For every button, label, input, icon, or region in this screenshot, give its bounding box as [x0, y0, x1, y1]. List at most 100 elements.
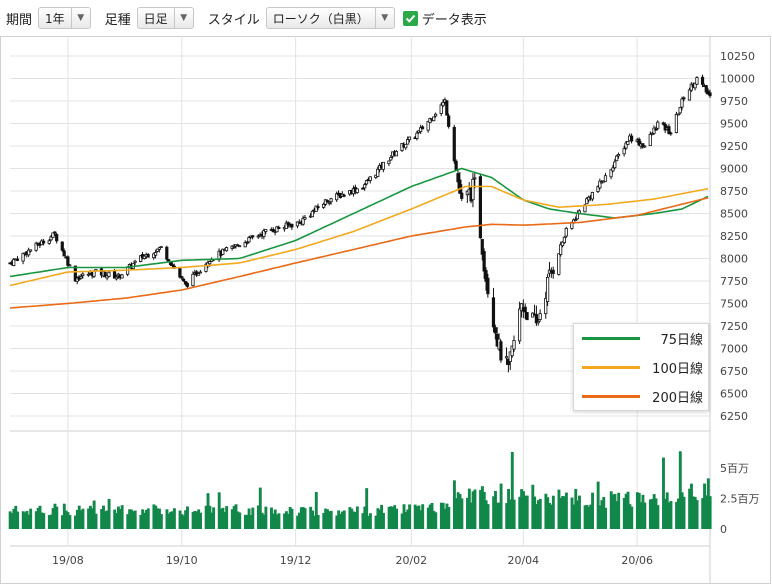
candle-body [153, 252, 158, 256]
volume-bar [691, 496, 695, 529]
volume-bar [221, 507, 225, 529]
candle-body [103, 272, 107, 278]
candle-body [12, 259, 16, 266]
price-chart: 10250 10000 9750 9500 9250 9000 8750 8500 8250 80… [0, 36, 771, 584]
volume-bar [258, 487, 262, 529]
volume-bar [630, 506, 634, 529]
candle-body [237, 245, 242, 248]
candle-body [415, 132, 419, 139]
candle-body [652, 127, 656, 134]
volume-bar [404, 512, 408, 529]
candle-body [21, 252, 25, 262]
volume-bar [27, 514, 31, 529]
volume-bar [312, 515, 316, 529]
candle-body [34, 242, 38, 251]
volume-bar [223, 512, 227, 529]
volume-tick-label: 2.5百万 [720, 493, 760, 506]
volume-bar [79, 510, 83, 529]
volume-bar [275, 514, 279, 529]
candle-body [420, 126, 425, 130]
volume-bar [47, 515, 51, 529]
candle-body [536, 321, 540, 324]
volume-bar [544, 493, 548, 529]
date-tick-label: 19/12 [280, 554, 312, 567]
volume-bar [626, 491, 630, 529]
candle-body [389, 157, 393, 161]
volume-bar [499, 483, 503, 529]
volume-bar [126, 514, 130, 529]
volume-bar [139, 514, 143, 529]
volume-bar [301, 507, 305, 529]
volume-bar [354, 511, 357, 529]
volume-bar [495, 502, 499, 529]
volume-bar [12, 508, 16, 529]
candle-body [243, 242, 247, 248]
volume-bar [460, 498, 464, 529]
candle-body [693, 82, 697, 89]
legend-swatch [582, 395, 640, 398]
candle-body [486, 277, 490, 295]
candle-body [613, 161, 617, 169]
candle-body [251, 235, 255, 238]
candle-body [335, 193, 339, 201]
candle-body [81, 273, 85, 276]
volume-bar [523, 495, 527, 529]
volume-bar [400, 513, 404, 529]
candle-body [303, 217, 307, 220]
volume-bar [578, 495, 581, 529]
candle-body [480, 239, 484, 255]
volume-bar [234, 504, 238, 529]
volume-bar [564, 492, 568, 529]
grid-lines [10, 36, 711, 584]
period-value: 1年 [45, 11, 65, 26]
volume-bar [167, 513, 171, 529]
candle-body [295, 221, 300, 227]
volume-bar [393, 505, 397, 529]
volume-bar [494, 491, 497, 529]
candle-body [314, 205, 318, 212]
candle-body [62, 250, 66, 257]
price-tick-label: 6750 [720, 365, 748, 378]
volume-bar [458, 494, 462, 529]
candle-body [682, 97, 686, 100]
volume-bar [525, 495, 529, 529]
volume-bar [622, 497, 626, 529]
candle-body [433, 113, 438, 117]
candle-body [600, 181, 604, 184]
volume-bar [467, 488, 471, 529]
chevron-down-icon: ▼ [70, 8, 90, 28]
volume-bar [615, 501, 619, 529]
candle-body [245, 241, 249, 244]
candle-body [256, 235, 260, 238]
bar-type-select[interactable]: 日足 ▼ [136, 7, 194, 29]
volume-bar [703, 483, 706, 529]
volume-bar [247, 508, 251, 529]
volume-bar [367, 515, 370, 529]
price-tick-label: 8750 [720, 185, 748, 198]
volume-bar [624, 493, 628, 529]
volume-bar [421, 504, 425, 529]
period-select[interactable]: 1年 ▼ [38, 7, 91, 29]
candle-body [452, 126, 456, 162]
volume-bar [628, 504, 632, 529]
volume-bar [609, 491, 613, 529]
volume-bar [365, 488, 369, 529]
price-tick-label: 6250 [720, 410, 748, 423]
volume-bar [68, 515, 72, 529]
volume-bar [154, 505, 158, 529]
volume-bar [193, 510, 197, 529]
style-select[interactable]: ローソク（白黒） ▼ [265, 7, 395, 29]
volume-bar [249, 514, 253, 529]
candle-body [491, 297, 496, 328]
candle-body [426, 120, 430, 131]
volume-bar [443, 508, 447, 529]
data-display-checkbox[interactable] [402, 10, 418, 26]
volume-bar [348, 507, 352, 529]
candle-body [208, 261, 212, 265]
candle-body [441, 101, 445, 107]
volume-bar [158, 508, 161, 529]
date-tick-label: 19/08 [52, 554, 84, 567]
price-tick-label: 8000 [720, 253, 748, 266]
volume-bar [602, 496, 606, 529]
candle-body [523, 306, 527, 313]
